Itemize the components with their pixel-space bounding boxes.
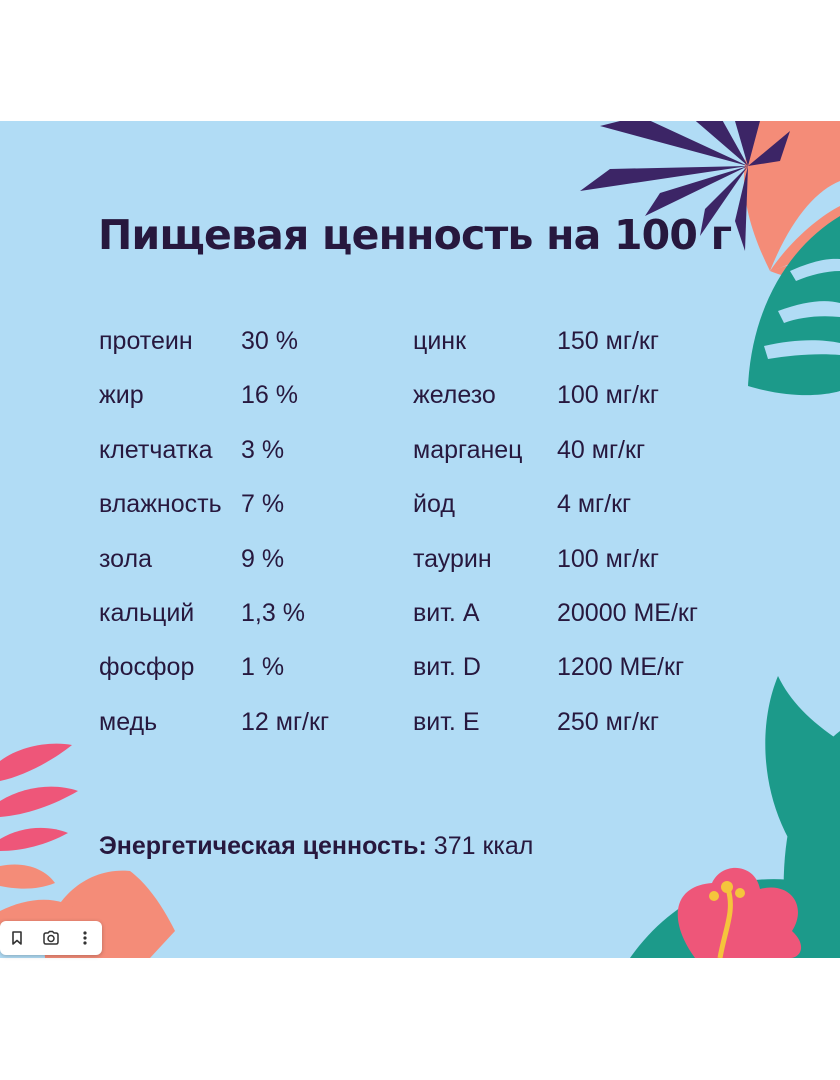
nutrient-value: 16 % bbox=[241, 381, 298, 410]
nutrient-label: таурин bbox=[413, 544, 492, 573]
tropical-leaves-decoration bbox=[0, 121, 840, 958]
nutrient-label: вит. D bbox=[413, 653, 481, 682]
energy-label: Энергетическая ценность: bbox=[99, 832, 427, 860]
energy-value-line: Энергетическая ценность: 371 ккал bbox=[99, 832, 533, 861]
nutrient-value: 100 мг/кг bbox=[557, 381, 659, 410]
hibiscus-flower bbox=[677, 867, 802, 958]
nutrient-row: йод 4 мг/кг bbox=[413, 490, 733, 544]
nutrient-label: вит. A bbox=[413, 598, 480, 627]
nutrient-row: влажность 7 % bbox=[99, 490, 419, 544]
nutrient-label: влажность bbox=[99, 490, 222, 519]
nutrient-row: железо 100 мг/кг bbox=[413, 381, 733, 435]
nutrient-row: кальций 1,3 % bbox=[99, 599, 419, 653]
lens-search-button[interactable] bbox=[37, 924, 65, 952]
nutrient-row: вит. D 1200 МЕ/кг bbox=[413, 653, 733, 707]
nutrient-row: марганец 40 мг/кг bbox=[413, 436, 733, 490]
nutrient-value: 1200 МЕ/кг bbox=[557, 653, 685, 682]
bookmark-icon bbox=[12, 931, 22, 945]
nutrient-value: 9 % bbox=[241, 544, 285, 573]
nutrient-value: 7 % bbox=[241, 490, 285, 519]
nutrient-value: 20000 МЕ/кг bbox=[557, 598, 698, 627]
nutrient-row: вит. E 250 мг/кг bbox=[413, 708, 733, 762]
nutrient-row: жир 16 % bbox=[99, 381, 419, 435]
nutrient-value: 1 % bbox=[241, 653, 285, 682]
nutrition-card: Пищевая ценность на 100 г протеин 30 % ж… bbox=[0, 121, 840, 958]
nutrient-value: 4 мг/кг bbox=[557, 490, 632, 519]
nutrient-row: цинк 150 мг/кг bbox=[413, 327, 733, 381]
nutrient-value: 3 % bbox=[241, 435, 285, 464]
energy-value: 371 ккал bbox=[426, 832, 534, 860]
nutrient-label: фосфор bbox=[99, 653, 195, 682]
nutrient-row: таурин 100 мг/кг bbox=[413, 545, 733, 599]
nutrient-label: протеин bbox=[99, 327, 193, 355]
nutrient-row: медь 12 мг/кг bbox=[99, 708, 419, 762]
nutrient-value: 1,3 % bbox=[241, 598, 305, 627]
nutrient-label: жир bbox=[99, 381, 144, 410]
nutrient-label: клетчатка bbox=[99, 435, 213, 464]
nutrient-row: протеин 30 % bbox=[99, 327, 419, 381]
nutrient-value: 12 мг/кг bbox=[241, 707, 330, 736]
nutrient-value: 100 мг/кг bbox=[557, 544, 659, 573]
nutrient-label: зола bbox=[99, 544, 153, 573]
nutrient-row: фосфор 1 % bbox=[99, 653, 419, 707]
nutrient-label: кальций bbox=[99, 598, 195, 627]
page-title: Пищевая ценность на 100 г bbox=[98, 211, 732, 259]
nutrients-left-column: протеин 30 % жир 16 % клетчатка 3 % влаж… bbox=[99, 327, 419, 762]
nutrient-row: вит. A 20000 МЕ/кг bbox=[413, 599, 733, 653]
nutrient-label: марганец bbox=[413, 435, 523, 464]
teal-monstera-leaf bbox=[748, 216, 840, 396]
more-vertical-icon bbox=[83, 931, 87, 945]
nutrient-label: йод bbox=[413, 490, 455, 519]
more-options-button[interactable] bbox=[71, 924, 99, 952]
nutrient-value: 250 мг/кг bbox=[557, 707, 659, 736]
nutrient-value: 40 мг/кг bbox=[557, 435, 646, 464]
nutrient-label: цинк bbox=[413, 327, 467, 355]
image-action-toolbar bbox=[0, 921, 102, 955]
bookmark-button[interactable] bbox=[3, 924, 31, 952]
lens-icon bbox=[43, 930, 59, 945]
nutrients-right-column: цинк 150 мг/кг железо 100 мг/кг марганец… bbox=[413, 327, 733, 762]
nutrient-value: 150 мг/кг bbox=[557, 327, 659, 355]
nutrient-row: зола 9 % bbox=[99, 545, 419, 599]
nutrient-row: клетчатка 3 % bbox=[99, 436, 419, 490]
nutrient-label: железо bbox=[413, 381, 496, 410]
nutrient-label: медь bbox=[99, 707, 158, 736]
purple-palm-leaf bbox=[580, 121, 790, 251]
pink-leaves-bottom-left bbox=[0, 743, 78, 851]
nutrient-label: вит. E bbox=[413, 707, 480, 736]
nutrient-value: 30 % bbox=[241, 327, 298, 355]
